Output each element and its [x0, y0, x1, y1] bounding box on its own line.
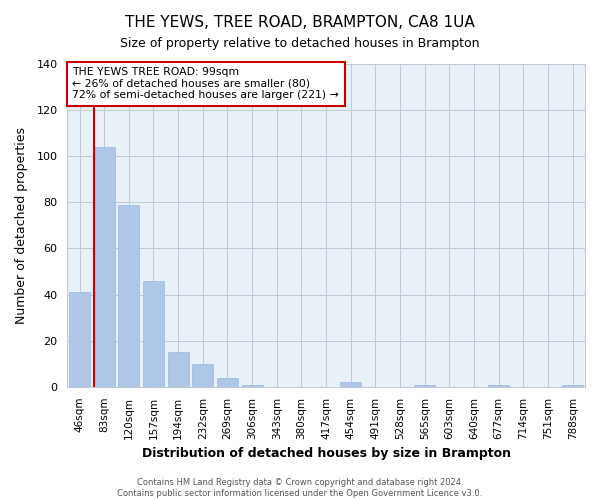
Text: Size of property relative to detached houses in Brampton: Size of property relative to detached ho… [120, 38, 480, 51]
Bar [217, 378, 238, 387]
Bar [94, 147, 115, 387]
Bar [167, 352, 188, 387]
Bar [242, 384, 263, 387]
X-axis label: Distribution of detached houses by size in Brampton: Distribution of detached houses by size … [142, 447, 511, 460]
Bar [488, 384, 509, 387]
Bar [193, 364, 213, 387]
Bar [118, 204, 139, 387]
Text: THE YEWS TREE ROAD: 99sqm
← 26% of detached houses are smaller (80)
72% of semi-: THE YEWS TREE ROAD: 99sqm ← 26% of detac… [73, 67, 339, 100]
Y-axis label: Number of detached properties: Number of detached properties [15, 127, 28, 324]
Bar [562, 384, 583, 387]
Bar [143, 281, 164, 387]
Bar [414, 384, 435, 387]
Bar [69, 292, 90, 387]
Text: THE YEWS, TREE ROAD, BRAMPTON, CA8 1UA: THE YEWS, TREE ROAD, BRAMPTON, CA8 1UA [125, 15, 475, 30]
Text: Contains HM Land Registry data © Crown copyright and database right 2024.
Contai: Contains HM Land Registry data © Crown c… [118, 478, 482, 498]
Bar [340, 382, 361, 387]
